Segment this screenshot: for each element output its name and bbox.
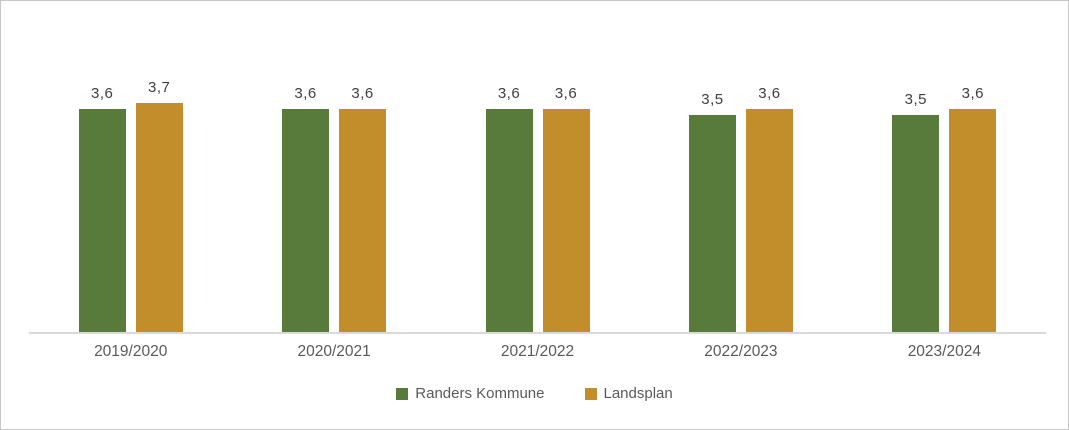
- bar-column: 3,5: [688, 91, 736, 332]
- bar-column: 3,6: [542, 85, 590, 332]
- legend-label: Landsplan: [603, 385, 673, 402]
- bar-column: 3,5: [892, 91, 940, 332]
- bar-group: 3,6 3,7: [29, 41, 232, 332]
- legend-swatch-icon: [396, 387, 409, 400]
- bar-column: 3,6: [745, 85, 793, 332]
- bar-column: 3,6: [949, 85, 997, 332]
- data-label: 3,6: [91, 85, 114, 102]
- legend-item-landsplan: Landsplan: [584, 385, 673, 402]
- bar-group: 3,6 3,6: [436, 41, 639, 332]
- legend-item-randers-kommune: Randers Kommune: [396, 385, 545, 402]
- x-axis-labels: 2019/2020 2020/2021 2021/2022 2022/2023 2023…: [29, 343, 1046, 361]
- data-label: 3,6: [554, 85, 578, 102]
- plot-area: 3,6 3,7 3,6 3,6 3,6 3,6 3,5 3,6 3,5 3,6: [29, 41, 1046, 334]
- data-label: 3,5: [904, 91, 927, 108]
- bar-group: 3,5 3,6: [639, 41, 842, 332]
- bar-column: 3,6: [339, 85, 387, 332]
- data-label: 3,5: [701, 91, 724, 108]
- legend-label: Randers Kommune: [415, 385, 545, 402]
- data-label: 3,6: [497, 85, 521, 102]
- bar-landsplan: [339, 109, 387, 332]
- data-label: 3,6: [351, 85, 374, 102]
- bar-column: 3,6: [282, 85, 330, 332]
- bar-randers-kommune: [485, 109, 533, 332]
- bar-column: 3,7: [135, 79, 183, 332]
- bar-landsplan: [949, 109, 997, 332]
- bar-column: 3,6: [485, 85, 533, 332]
- bar-group: 3,6 3,6: [232, 41, 435, 332]
- x-axis-label: 2020/2021: [297, 343, 371, 360]
- x-axis-label: 2022/2023: [704, 343, 778, 360]
- bar-landsplan: [135, 103, 183, 332]
- bar-randers-kommune: [688, 115, 736, 332]
- data-label: 3,6: [758, 85, 781, 102]
- x-axis-label: 2019/2020: [94, 343, 168, 360]
- bar-randers-kommune: [78, 109, 126, 332]
- data-label: 3,7: [148, 79, 171, 96]
- x-axis-label: 2023/2024: [907, 343, 981, 360]
- bar-group: 3,5 3,6: [843, 41, 1046, 332]
- data-label: 3,6: [961, 85, 984, 102]
- bar-column: 3,6: [78, 85, 126, 332]
- data-label: 3,6: [294, 85, 317, 102]
- legend-swatch-icon: [584, 387, 597, 400]
- bar-randers-kommune: [892, 115, 940, 332]
- bar-landsplan: [745, 109, 793, 332]
- bar-randers-kommune: [282, 109, 330, 332]
- bar-landsplan: [542, 109, 590, 332]
- x-axis-label: 2021/2022: [500, 343, 575, 360]
- legend: Randers Kommune Landsplan: [1, 385, 1068, 402]
